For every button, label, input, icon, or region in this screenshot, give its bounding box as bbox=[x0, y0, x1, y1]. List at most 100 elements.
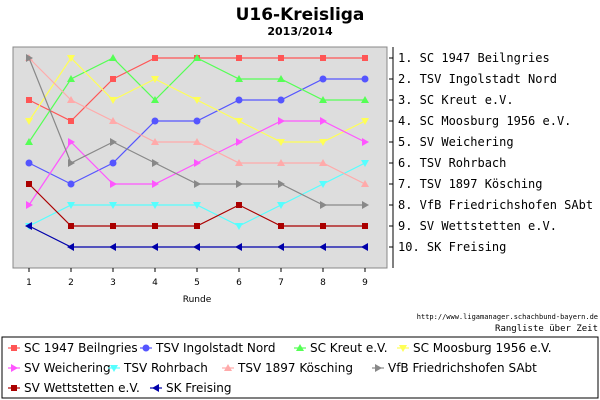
legend-label: TSV Rohrbach bbox=[123, 361, 208, 375]
ranking-axis bbox=[389, 47, 394, 268]
data-point bbox=[236, 202, 242, 208]
data-point bbox=[193, 243, 200, 251]
data-point bbox=[25, 222, 32, 230]
data-point bbox=[110, 223, 116, 229]
data-point bbox=[25, 159, 33, 167]
data-point bbox=[193, 202, 201, 209]
data-point bbox=[152, 223, 158, 229]
data-point bbox=[319, 96, 327, 103]
x-tick-label: 7 bbox=[278, 278, 284, 288]
x-tick-label: 9 bbox=[362, 278, 368, 288]
data-point bbox=[193, 138, 201, 145]
data-point bbox=[152, 180, 159, 188]
data-point bbox=[68, 223, 74, 229]
data-point bbox=[320, 117, 327, 125]
data-point bbox=[68, 159, 75, 167]
data-point bbox=[151, 117, 159, 125]
data-point bbox=[109, 202, 117, 209]
ranking-label: 2. TSV Ingolstadt Nord bbox=[398, 72, 557, 86]
data-point bbox=[151, 202, 159, 209]
legend-label: SK Freising bbox=[166, 381, 232, 395]
data-point bbox=[278, 117, 285, 125]
legend-label: SC Moosburg 1956 e.V. bbox=[413, 341, 552, 355]
data-point bbox=[152, 55, 158, 61]
legend-marker bbox=[224, 364, 232, 371]
data-point bbox=[362, 55, 368, 61]
plot-area bbox=[12, 46, 388, 269]
data-point bbox=[194, 180, 201, 188]
legend-marker bbox=[11, 345, 17, 351]
data-point bbox=[151, 243, 158, 251]
x-axis-label: Runde bbox=[183, 295, 212, 305]
data-point bbox=[362, 138, 369, 146]
legend-marker bbox=[142, 344, 150, 352]
data-point bbox=[68, 138, 75, 146]
source-link[interactable]: http://www.ligamanager.schachbund-bayern… bbox=[417, 313, 598, 321]
legend-label: TSV 1897 Kösching bbox=[237, 361, 353, 375]
x-tick-label: 3 bbox=[110, 278, 116, 288]
legend-marker bbox=[11, 385, 17, 391]
data-point bbox=[277, 139, 285, 146]
data-point bbox=[110, 76, 116, 82]
series bbox=[25, 55, 369, 146]
ranking-label: 10. SK Freising bbox=[398, 240, 506, 254]
data-point bbox=[361, 96, 369, 103]
legend-marker bbox=[152, 384, 159, 392]
x-tick-label: 8 bbox=[320, 278, 326, 288]
data-point bbox=[278, 223, 284, 229]
legend-marker bbox=[296, 344, 304, 351]
x-tick-label: 6 bbox=[236, 278, 242, 288]
data-point bbox=[26, 54, 33, 62]
data-point bbox=[193, 117, 201, 125]
legend-item: SV Weichering bbox=[8, 361, 111, 375]
ranking-label: 8. VfB Friedrichshofen SAbt bbox=[398, 198, 593, 212]
legend-item: SC Kreut e.V. bbox=[294, 341, 388, 355]
ranking-label: 3. SC Kreut e.V. bbox=[398, 93, 514, 107]
data-point bbox=[235, 96, 243, 104]
data-point bbox=[277, 75, 285, 82]
legend-label: SC Kreut e.V. bbox=[310, 341, 388, 355]
x-axis: 1 2 3 4 5 6 7 8 9 bbox=[26, 268, 368, 288]
x-tick-label: 4 bbox=[152, 278, 158, 288]
legend-item: TSV 1897 Kösching bbox=[222, 361, 353, 375]
data-point bbox=[194, 159, 201, 167]
legend-item: SV Wettstetten e.V. bbox=[8, 381, 140, 395]
ranking-label: 4. SC Moosburg 1956 e.V. bbox=[398, 114, 571, 128]
data-point bbox=[152, 159, 159, 167]
x-tick-label: 1 bbox=[26, 278, 32, 288]
series bbox=[26, 54, 369, 209]
data-point bbox=[236, 180, 243, 188]
data-point bbox=[235, 159, 243, 166]
data-point bbox=[361, 75, 369, 83]
data-point bbox=[277, 243, 284, 251]
data-point bbox=[193, 97, 201, 104]
data-point bbox=[109, 243, 116, 251]
data-point bbox=[277, 96, 285, 104]
data-point bbox=[319, 181, 327, 188]
data-point bbox=[193, 54, 201, 61]
series bbox=[25, 75, 369, 188]
data-point bbox=[278, 55, 284, 61]
data-point bbox=[67, 202, 75, 209]
legend-item: SC 1947 Beilngries bbox=[8, 341, 138, 355]
data-point bbox=[26, 97, 32, 103]
ranking-list: 1. SC 1947 Beilngries 2. TSV Ingolstadt N… bbox=[398, 51, 593, 254]
legend-marker bbox=[399, 345, 407, 352]
data-point bbox=[319, 75, 327, 83]
legend-label: TSV Ingolstadt Nord bbox=[155, 341, 276, 355]
ranking-label: 1. SC 1947 Beilngries bbox=[398, 51, 550, 65]
data-point bbox=[319, 243, 326, 251]
data-point bbox=[235, 243, 242, 251]
data-point bbox=[25, 118, 33, 125]
data-point bbox=[26, 201, 33, 209]
data-point bbox=[235, 75, 243, 82]
legend-item: TSV Rohrbach bbox=[108, 361, 208, 375]
data-point bbox=[194, 223, 200, 229]
legend-label: VfB Friedrichshofen SAbt bbox=[388, 361, 537, 375]
data-point bbox=[109, 117, 117, 124]
data-point bbox=[320, 201, 327, 209]
x-tick-label: 2 bbox=[68, 278, 74, 288]
data-point bbox=[361, 180, 369, 187]
x-tick-label: 5 bbox=[194, 278, 200, 288]
ranking-label: 5. SV Weichering bbox=[398, 135, 514, 149]
